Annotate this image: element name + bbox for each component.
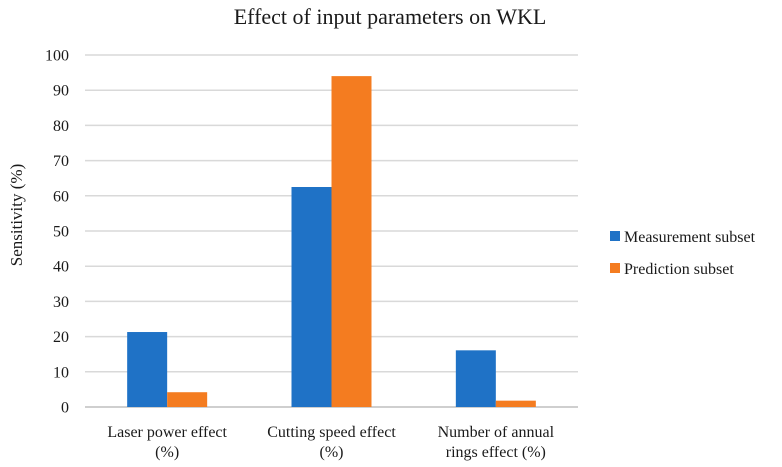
chart-title: Effect of input parameters on WKL: [234, 4, 547, 29]
x-category-label: Number of annual: [438, 424, 555, 441]
y-tick-labels: 0 10 20 30 40 50 60 70 80 90 100: [45, 48, 69, 417]
y-axis-label: Sensitivity (%): [7, 164, 26, 266]
legend-swatch: [610, 231, 620, 241]
y-tick-label: 40: [53, 259, 69, 276]
legend-label: Measurement subset: [624, 229, 756, 246]
y-tick-label: 60: [53, 188, 69, 205]
y-tick-label: 20: [53, 329, 69, 346]
x-category-label: (%): [320, 444, 344, 461]
legend-swatch: [610, 263, 620, 273]
y-tick-label: 80: [53, 118, 69, 135]
bar-measurement-subset-2: [455, 350, 496, 407]
x-category-label: rings effect (%): [446, 444, 546, 461]
bars: [127, 76, 536, 408]
y-tick-label: 30: [53, 294, 69, 311]
y-tick-label: 70: [53, 153, 69, 170]
bar-prediction-subset-1: [331, 76, 372, 408]
bar-measurement-subset-0: [127, 332, 168, 407]
y-tick-label: 0: [61, 400, 69, 417]
x-category-label: (%): [155, 444, 179, 461]
x-category-labels: Laser power effect (%) Cutting speed effec…: [107, 424, 554, 461]
legend: Measurement subset Prediction subset: [610, 229, 756, 278]
bar-prediction-subset-0: [167, 392, 208, 407]
y-tick-label: 10: [53, 364, 69, 381]
y-tick-label: 100: [45, 48, 69, 65]
y-tick-label: 90: [53, 83, 69, 100]
legend-label: Prediction subset: [624, 261, 734, 278]
bar-measurement-subset-1: [291, 187, 332, 407]
y-tick-label: 50: [53, 224, 69, 241]
x-category-label: Laser power effect: [107, 424, 227, 441]
bar-prediction-subset-2: [495, 400, 536, 407]
x-category-label: Cutting speed effect: [267, 424, 396, 441]
